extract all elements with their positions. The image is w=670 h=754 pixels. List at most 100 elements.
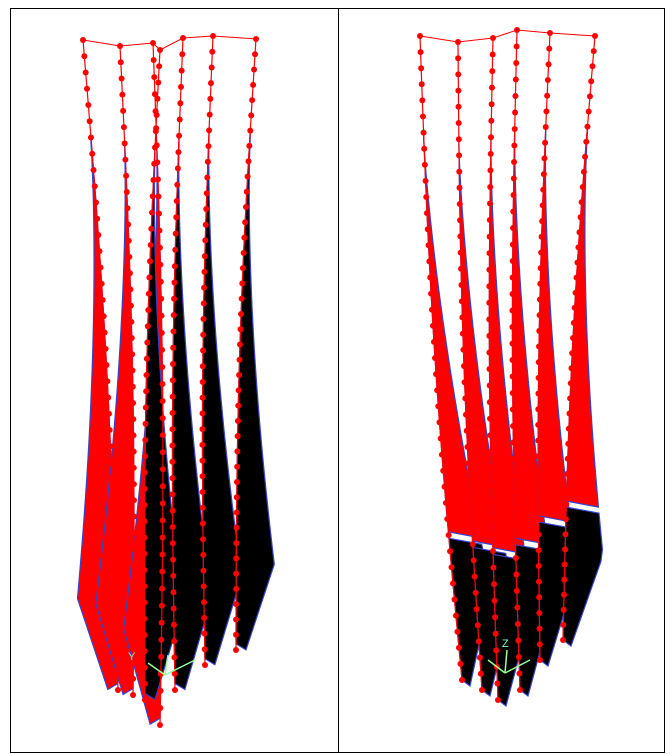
node xyxy=(512,522,518,528)
node xyxy=(490,548,496,554)
node xyxy=(178,84,184,90)
node xyxy=(160,381,166,387)
node xyxy=(510,242,516,248)
node xyxy=(201,300,207,306)
node xyxy=(539,234,545,240)
node xyxy=(458,282,464,288)
node xyxy=(155,80,161,86)
node xyxy=(582,154,588,160)
node xyxy=(433,371,439,377)
node xyxy=(233,555,239,561)
node xyxy=(233,632,239,638)
node xyxy=(536,563,542,569)
node xyxy=(123,173,129,179)
node xyxy=(147,258,153,264)
node xyxy=(487,432,493,438)
node xyxy=(546,61,552,67)
node xyxy=(144,340,150,346)
node xyxy=(179,51,185,57)
node xyxy=(203,222,209,228)
node xyxy=(513,77,519,83)
node xyxy=(146,275,152,281)
node xyxy=(87,118,93,124)
node xyxy=(238,326,244,332)
node xyxy=(478,671,484,677)
node xyxy=(494,680,500,686)
node xyxy=(111,541,117,547)
node xyxy=(131,449,137,455)
node xyxy=(536,375,542,381)
node xyxy=(237,342,243,348)
node xyxy=(142,697,148,703)
node xyxy=(89,151,95,157)
node xyxy=(581,169,587,175)
node xyxy=(241,250,247,256)
node xyxy=(171,622,177,628)
node xyxy=(130,400,136,406)
node xyxy=(160,415,166,421)
node xyxy=(202,662,208,668)
node xyxy=(233,586,239,592)
node xyxy=(130,416,136,422)
node xyxy=(470,541,476,547)
node xyxy=(587,93,593,99)
node xyxy=(580,184,586,190)
node xyxy=(200,489,206,495)
node xyxy=(509,291,515,297)
node xyxy=(252,51,258,57)
node xyxy=(487,250,493,256)
node xyxy=(170,491,176,497)
node xyxy=(156,63,162,69)
node xyxy=(565,441,571,447)
node xyxy=(537,312,543,318)
node xyxy=(572,305,578,311)
node xyxy=(427,275,433,281)
node xyxy=(158,279,164,285)
node xyxy=(131,562,137,568)
node xyxy=(511,159,517,165)
node xyxy=(539,218,545,224)
node xyxy=(517,687,523,693)
node xyxy=(563,516,569,522)
node xyxy=(510,225,516,231)
node xyxy=(208,80,214,86)
node xyxy=(145,307,151,313)
node xyxy=(535,422,541,428)
node xyxy=(537,626,543,632)
node xyxy=(200,363,206,369)
node xyxy=(456,152,462,158)
node xyxy=(243,204,249,210)
node xyxy=(464,444,470,450)
node xyxy=(561,592,567,598)
node xyxy=(93,200,99,206)
node xyxy=(112,557,118,563)
node xyxy=(169,426,175,432)
node xyxy=(536,344,542,350)
node xyxy=(200,520,206,526)
node xyxy=(131,546,137,552)
node xyxy=(457,661,463,667)
node xyxy=(512,539,518,545)
node xyxy=(538,265,544,271)
node xyxy=(200,332,206,338)
node xyxy=(490,35,496,41)
node xyxy=(561,577,567,583)
node xyxy=(199,410,205,416)
node xyxy=(456,169,462,175)
node xyxy=(423,194,429,200)
node xyxy=(589,63,595,69)
node xyxy=(235,403,241,409)
node xyxy=(96,248,102,254)
node xyxy=(199,442,205,448)
node xyxy=(512,506,518,512)
node xyxy=(157,705,163,711)
node xyxy=(509,324,515,330)
node xyxy=(569,350,575,356)
node xyxy=(444,516,450,522)
node xyxy=(566,426,572,432)
node xyxy=(486,316,492,322)
node xyxy=(119,75,125,81)
node xyxy=(458,250,464,256)
node xyxy=(454,629,460,635)
node xyxy=(439,452,445,458)
